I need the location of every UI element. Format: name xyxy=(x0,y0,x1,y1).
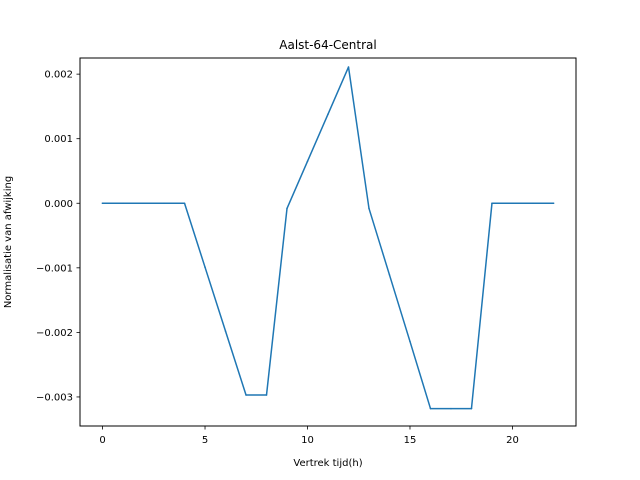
data-point xyxy=(306,160,309,163)
y-tick-label: −0.003 xyxy=(36,392,73,403)
y-axis: −0.003 −0.002 −0.001 0.000 0.001 0.002 xyxy=(36,70,80,403)
y-tick-label: −0.002 xyxy=(36,328,73,339)
data-point xyxy=(470,407,473,410)
axes-frame xyxy=(79,57,577,427)
data-point xyxy=(183,202,186,205)
data-point xyxy=(429,407,432,410)
data-point xyxy=(409,340,411,343)
data-point xyxy=(552,202,555,205)
x-tick-label: 20 xyxy=(506,435,519,446)
data-point xyxy=(122,202,124,205)
chart-title: Aalst-64-Central xyxy=(279,38,376,52)
x-axis: 0 5 10 15 20 xyxy=(99,426,519,446)
y-tick-label: 0.002 xyxy=(44,70,73,81)
y-tick-label: 0.000 xyxy=(44,199,73,210)
data-point xyxy=(327,113,329,115)
plot-area xyxy=(101,66,555,410)
data-point xyxy=(532,202,534,205)
data-point xyxy=(368,207,370,210)
x-tick-label: 0 xyxy=(99,435,105,446)
data-point xyxy=(450,407,452,410)
x-tick-label: 10 xyxy=(301,435,314,446)
data-point xyxy=(224,330,227,332)
y-tick-label: 0.001 xyxy=(44,134,73,145)
data-point xyxy=(491,202,493,205)
data-point xyxy=(511,202,514,205)
x-tick-label: 5 xyxy=(202,435,208,446)
data-point xyxy=(142,202,145,205)
data-point xyxy=(204,266,206,268)
data-point xyxy=(286,207,288,210)
data-point xyxy=(388,274,391,276)
data-point xyxy=(101,202,104,205)
x-axis-label: Vertrek tijd(h) xyxy=(293,458,362,469)
data-point xyxy=(265,394,268,396)
x-tick-label: 15 xyxy=(404,435,417,446)
y-axis-label: Normalisatie van afwijking xyxy=(3,176,14,308)
y-tick-label: −0.001 xyxy=(36,263,73,274)
data-point xyxy=(245,394,247,396)
data-point xyxy=(163,202,165,205)
data-point xyxy=(347,66,350,68)
